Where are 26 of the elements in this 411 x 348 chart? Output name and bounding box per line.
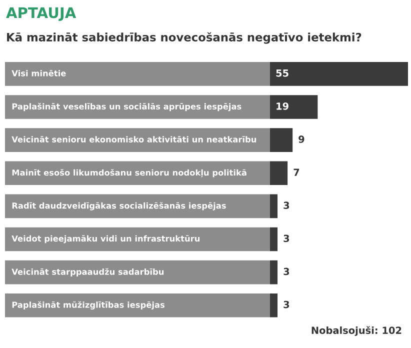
y-tick-label: Mainīt esošo likumdošanu senioru nodokļu politikā bbox=[12, 169, 246, 178]
chart-subtitle: Kā mazināt sabiedrības novecošanās negatīvo ietekmi? bbox=[7, 32, 362, 44]
text: Nobalsojuši: 102 bbox=[312, 326, 402, 336]
bar bbox=[270, 293, 278, 318]
bar bbox=[270, 95, 318, 119]
data-label: 3 bbox=[284, 202, 290, 210]
data-label: 55 bbox=[276, 70, 288, 77]
data-label: 9 bbox=[298, 136, 304, 143]
data-label: 3 bbox=[284, 234, 290, 242]
bar bbox=[270, 260, 278, 284]
y-tick-label: Radīt daudzveidīgākas socializēšanās iespējas bbox=[12, 202, 226, 210]
data-label: 3 bbox=[284, 300, 290, 308]
y-tick-label: Paplašināt veselības un sociālās aprūpes iespējas bbox=[12, 102, 242, 112]
bar bbox=[270, 161, 288, 186]
data-label: 7 bbox=[294, 168, 300, 176]
y-tick-label: Veicināt senioru ekonomisko aktivitāti un neatkarību bbox=[12, 136, 256, 142]
bar bbox=[270, 194, 278, 218]
y-tick-label: Paplašināt mūžizglītības iespējas bbox=[12, 301, 165, 310]
y-tick-label: Veicināt starppaaudžu sadarbību bbox=[12, 268, 164, 276]
bar bbox=[270, 128, 293, 152]
text: APTAUJA bbox=[6, 7, 76, 21]
data-label: 3 bbox=[284, 268, 290, 276]
bar bbox=[270, 227, 278, 252]
data-label: 19 bbox=[276, 102, 288, 110]
y-tick-label: Visi minētie bbox=[12, 70, 66, 76]
y-tick-label: Veidot pieejamāku vidi un infrastruktūru bbox=[12, 235, 200, 244]
